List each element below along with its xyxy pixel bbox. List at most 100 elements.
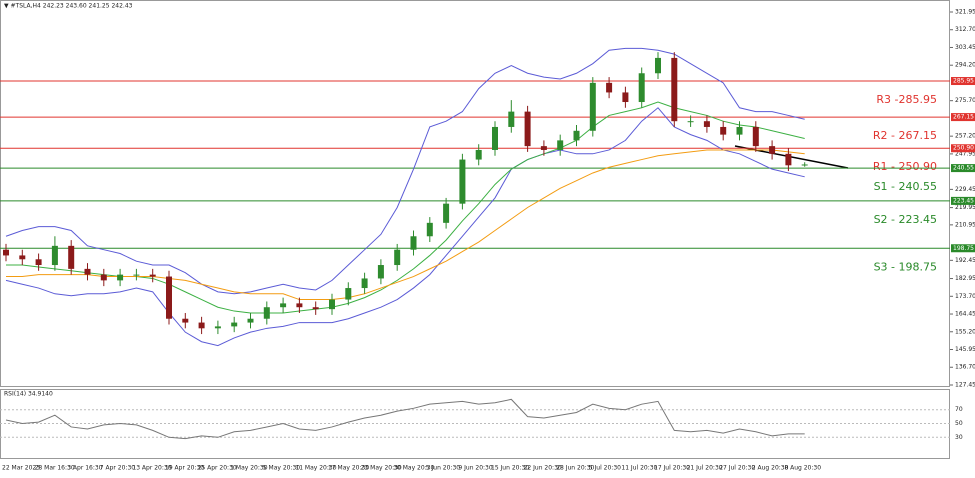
- price-panel: [0, 0, 950, 387]
- x-tick-label: 17 May 20:30: [328, 465, 369, 472]
- x-tick-label: 17 Jul 20:30: [654, 465, 690, 472]
- y-tick-label: 173.70: [955, 293, 975, 300]
- rsi-tick-label: 50: [955, 420, 963, 427]
- candle-body: [263, 307, 270, 319]
- candle-body: [801, 164, 808, 166]
- x-tick-label: 1 May 20:30: [230, 465, 268, 472]
- x-tick-label: 15 Jun 20:30: [491, 465, 529, 472]
- candle-body: [589, 82, 596, 131]
- candle-body: [459, 159, 466, 204]
- candle-body: [622, 92, 629, 103]
- x-tick-label: 9 Jun 20:30: [458, 465, 492, 472]
- y-tick-label: 229.45: [955, 186, 975, 193]
- rsi-tick-label: 70: [955, 406, 963, 413]
- candle-body: [524, 111, 531, 147]
- level-tag-box: [951, 244, 975, 253]
- level-label: R1 - 250.90: [873, 160, 937, 173]
- candle-body: [557, 140, 564, 150]
- candle-body: [361, 278, 368, 289]
- level-tag: 250.90: [953, 145, 974, 152]
- trend-line: [734, 145, 849, 169]
- candle-body: [296, 303, 303, 308]
- level-label: R3 -285.95: [876, 93, 937, 106]
- x-tick-label: 8 Aug 20:30: [784, 465, 821, 472]
- candle-body: [280, 303, 287, 308]
- candle-body: [51, 245, 58, 266]
- candle-body: [214, 326, 221, 329]
- x-tick-label: 21 Jul 20:30: [687, 465, 723, 472]
- x-tick-label: 11 Jul 20:30: [621, 465, 657, 472]
- candle-body: [671, 57, 678, 122]
- level-tag-box: [951, 164, 975, 173]
- y-tick-label: 145.95: [955, 346, 975, 353]
- candle-body: [638, 73, 645, 103]
- candle-body: [312, 307, 319, 310]
- level-tag-box: [951, 144, 975, 153]
- level-tag: 267.15: [953, 114, 974, 121]
- x-tick-label: 28 Mar 16:30: [35, 465, 75, 472]
- x-tick-label: 27 Jul 20:30: [719, 465, 755, 472]
- x-tick-label: 5 Jul 20:30: [589, 465, 621, 472]
- candle-body: [35, 259, 42, 266]
- candle-body: [377, 265, 384, 279]
- rsi-tick-label: 30: [955, 434, 963, 441]
- y-tick-label: 164.45: [955, 311, 975, 318]
- candle-body: [198, 322, 205, 329]
- x-tick-label: 5 Jun 20:30: [426, 465, 460, 472]
- x-tick-label: 11 May 20:30: [295, 465, 336, 472]
- level-tag: 223.45: [953, 197, 974, 204]
- y-tick-label: 321.95: [955, 8, 975, 15]
- y-tick-label: 155.20: [955, 328, 975, 335]
- y-tick-label: 210.95: [955, 221, 975, 228]
- candle-body: [573, 130, 580, 141]
- x-tick-label: 5 May 20:30: [263, 465, 301, 472]
- y-tick-label: 303.45: [955, 44, 975, 51]
- candle-body: [655, 57, 661, 74]
- candle-body: [426, 222, 433, 237]
- candle-body: [68, 245, 75, 269]
- rsi-line: [5, 398, 805, 440]
- candle-body: [247, 318, 254, 323]
- x-tick-label: 22 Mar 2023: [2, 465, 40, 472]
- candle-body: [736, 126, 743, 135]
- candle-body: [769, 146, 776, 154]
- x-tick-label: 7 Apr 20:30: [100, 465, 135, 472]
- candle-body: [100, 274, 107, 281]
- candle-body: [394, 249, 401, 266]
- y-tick-label: 136.70: [955, 364, 975, 371]
- y-tick-label: 312.70: [955, 26, 975, 33]
- y-tick-label: 182.95: [955, 275, 975, 282]
- level-tag-box: [951, 113, 975, 122]
- candle-body: [752, 126, 759, 147]
- level-label: R2 - 267.15: [873, 129, 937, 142]
- candle-body: [492, 126, 498, 150]
- candle-body: [166, 276, 172, 319]
- rsi-label: RSI(14) 34.9140: [4, 391, 53, 398]
- x-tick-label: 30 May 20:30: [393, 465, 434, 472]
- level-tag: 285.95: [953, 78, 974, 85]
- candle-body: [720, 126, 727, 135]
- x-tick-label: 19 Apr 20:30: [165, 465, 204, 472]
- candle-body: [231, 322, 238, 327]
- candle-body: [345, 288, 352, 300]
- level-tag: 240.55: [953, 165, 974, 172]
- candle-body: [785, 153, 792, 166]
- chart-title: ▼ #TSLA,H4 242.23 243.60 241.25 242.43: [4, 3, 133, 10]
- candle-body: [443, 203, 450, 223]
- candle-body: [687, 121, 694, 123]
- x-tick-label: 3 Apr 16:30: [67, 465, 102, 472]
- level-tag: 198.75: [953, 245, 974, 252]
- level-label: S1 - 240.55: [874, 180, 937, 193]
- y-tick-label: 219.95: [955, 204, 975, 211]
- indicator-line: [6, 149, 805, 301]
- x-tick-label: 13 Apr 20:30: [132, 465, 171, 472]
- rsi-panel: [0, 389, 950, 459]
- y-tick-label: 247.95: [955, 150, 975, 157]
- candle-body: [133, 274, 140, 276]
- level-tag-box: [951, 77, 975, 86]
- x-tick-label: 23 May 20:30: [361, 465, 402, 472]
- candle-body: [149, 274, 156, 277]
- x-tick-label: 28 Jun 20:30: [556, 465, 594, 472]
- indicator-line: [6, 101, 805, 314]
- level-label: S2 - 223.45: [874, 213, 937, 226]
